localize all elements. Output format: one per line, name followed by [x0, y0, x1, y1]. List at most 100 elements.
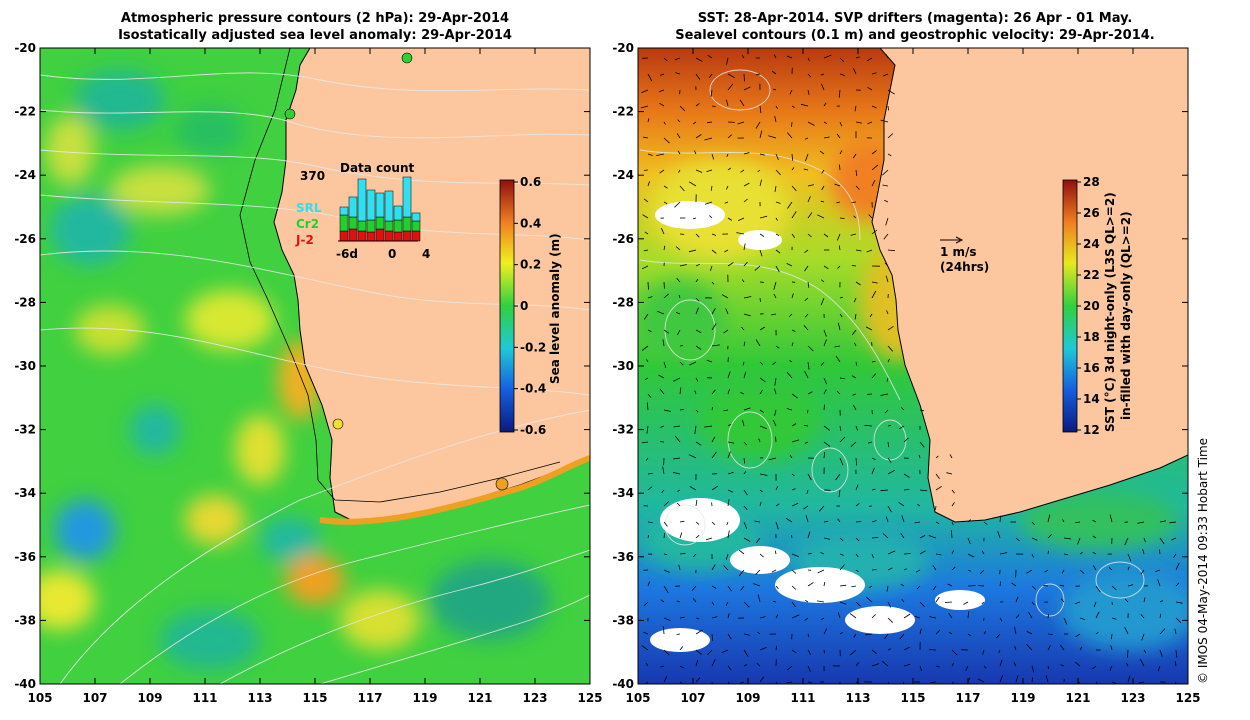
velocity-vector — [759, 215, 768, 219]
velocity-vector — [755, 537, 761, 544]
velocity-vector — [803, 324, 809, 331]
inset-ymax-label: 370 — [300, 169, 325, 183]
velocity-vector — [834, 183, 841, 187]
velocity-vector — [1093, 601, 1097, 608]
velocity-vector — [692, 121, 697, 125]
velocity-vector — [663, 329, 670, 334]
velocity-vector — [709, 215, 713, 219]
velocity-vector — [789, 360, 793, 363]
velocity-vector — [695, 629, 703, 635]
velocity-vector — [726, 57, 729, 65]
velocity-vector — [948, 613, 953, 619]
velocity-vector — [839, 681, 841, 684]
velocity-vector — [663, 521, 668, 527]
colorbar-tick-label: -0.6 — [520, 423, 546, 437]
velocity-vector — [663, 245, 666, 251]
velocity-vector — [823, 628, 828, 635]
y-tick-label: -36 — [14, 550, 36, 564]
velocity-vector — [679, 532, 683, 539]
velocity-vector — [887, 133, 894, 139]
velocity-vector — [727, 489, 733, 493]
velocity-vector — [672, 377, 681, 382]
velocity-vector — [821, 83, 825, 91]
velocity-vector — [707, 54, 713, 59]
velocity-vector — [727, 371, 731, 379]
velocity-vector — [743, 457, 746, 464]
velocity-vector — [835, 355, 841, 363]
velocity-vector — [727, 167, 732, 171]
velocity-vector — [881, 660, 889, 667]
velocity-vector — [1079, 552, 1083, 555]
velocity-vector — [646, 425, 649, 434]
velocity-vector — [689, 361, 697, 366]
velocity-vector — [688, 454, 697, 459]
velocity-vector — [773, 293, 777, 299]
velocity-vector — [1111, 585, 1117, 591]
velocity-vector — [656, 153, 665, 156]
velocity-vector — [916, 585, 921, 590]
velocity-vector — [871, 290, 877, 299]
velocity-vector — [951, 502, 955, 507]
velocity-vector — [727, 134, 733, 139]
velocity-vector — [771, 569, 777, 573]
velocity-vector — [885, 53, 889, 59]
velocity-vector — [871, 179, 876, 187]
velocity-vector — [901, 515, 905, 523]
velocity-vector — [997, 531, 1001, 539]
velocity-vector — [851, 329, 857, 336]
velocity-vector — [855, 169, 858, 177]
velocity-vector — [695, 307, 699, 315]
velocity-vector — [791, 439, 800, 443]
colorbar-tick-label: -0.2 — [520, 340, 546, 354]
velocity-vector — [726, 185, 729, 190]
velocity-vector — [791, 185, 797, 192]
velocity-vector — [663, 201, 668, 205]
velocity-vector — [918, 454, 921, 459]
velocity-vector — [743, 296, 752, 299]
velocity-vector — [823, 339, 827, 347]
velocity-vector — [695, 441, 702, 446]
velocity-vector — [695, 329, 702, 334]
velocity-vector — [695, 649, 703, 655]
velocity-vector — [711, 233, 717, 236]
velocity-vector — [663, 57, 668, 62]
legend-cr2: Cr2 — [296, 217, 319, 231]
velocity-vector — [855, 361, 858, 366]
velocity-vector — [1062, 519, 1065, 523]
velocity-vector — [998, 649, 1001, 654]
velocity-vector — [821, 185, 825, 191]
x-tick-label: 113 — [845, 691, 870, 705]
velocity-vector — [871, 150, 877, 155]
inset-bar-segment — [402, 176, 412, 218]
velocity-vector — [695, 409, 699, 413]
velocity-vector — [823, 451, 826, 459]
y-tick-label: -28 — [14, 295, 36, 309]
velocity-vector — [834, 345, 841, 348]
velocity-vector — [807, 196, 811, 203]
velocity-vector — [691, 585, 697, 591]
velocity-vector — [775, 645, 778, 651]
velocity-vector — [775, 105, 778, 109]
velocity-vector — [886, 585, 889, 592]
velocity-vector — [1031, 601, 1035, 606]
velocity-vector — [871, 649, 877, 654]
velocity-vector — [641, 441, 649, 444]
velocity-vector — [663, 532, 666, 539]
velocity-vector — [1043, 585, 1049, 587]
velocity-vector — [711, 281, 715, 285]
velocity-vector — [1124, 598, 1129, 603]
velocity-vector — [1095, 681, 1098, 684]
colorbar-tick-label: 28 — [1083, 175, 1100, 189]
velocity-vector — [950, 530, 953, 539]
left-title-line1: Atmospheric pressure contours (2 hPa): 2… — [120, 11, 510, 26]
velocity-vector — [887, 648, 891, 651]
velocity-vector — [742, 361, 745, 366]
velocity-vector — [946, 472, 953, 475]
velocity-vector — [887, 457, 892, 463]
x-tick-label: 109 — [137, 691, 162, 705]
velocity-vector — [721, 649, 729, 654]
velocity-vector — [967, 569, 972, 572]
velocity-vector — [695, 103, 700, 107]
velocity-vector — [743, 471, 747, 475]
velocity-vector — [677, 329, 681, 336]
